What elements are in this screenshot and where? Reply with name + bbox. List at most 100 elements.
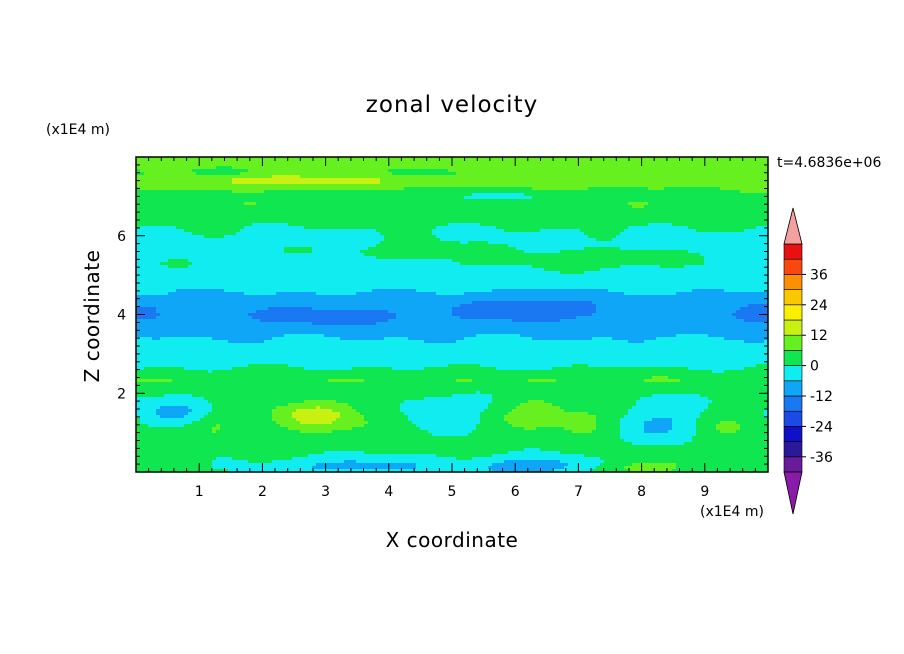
field-cell bbox=[372, 160, 377, 164]
field-cell bbox=[600, 175, 605, 179]
field-cell bbox=[144, 181, 149, 185]
field-cell bbox=[168, 184, 173, 188]
field-cell bbox=[700, 208, 705, 212]
field-cell bbox=[576, 235, 581, 239]
chart-title: zonal velocity bbox=[366, 92, 538, 118]
field-cell bbox=[656, 184, 661, 188]
field-cell bbox=[200, 172, 205, 176]
field-cell bbox=[136, 157, 141, 161]
field-cell bbox=[424, 202, 429, 206]
field-cell bbox=[472, 247, 477, 251]
field-cell bbox=[148, 163, 153, 167]
field-cell bbox=[392, 166, 397, 170]
field-cell bbox=[140, 184, 145, 188]
field-cell bbox=[620, 238, 625, 242]
field-cell bbox=[532, 226, 537, 230]
field-cell bbox=[496, 247, 501, 251]
field-cell bbox=[516, 217, 521, 221]
field-cell bbox=[148, 226, 153, 230]
field-cell bbox=[372, 238, 377, 242]
field-cell bbox=[528, 196, 533, 200]
field-cell bbox=[240, 166, 245, 170]
field-cell bbox=[364, 223, 369, 227]
field-cell bbox=[672, 202, 677, 206]
field-cell bbox=[512, 184, 517, 188]
field-cell bbox=[204, 232, 209, 236]
field-cell bbox=[652, 226, 657, 230]
field-cell bbox=[156, 172, 161, 176]
field-cell bbox=[416, 241, 421, 245]
field-cell bbox=[608, 190, 613, 194]
field-cell bbox=[284, 160, 289, 164]
field-cell bbox=[608, 169, 613, 173]
field-cell bbox=[164, 181, 169, 185]
field-cell bbox=[612, 214, 617, 218]
field-cell bbox=[676, 217, 681, 221]
field-cell bbox=[284, 202, 289, 206]
field-cell bbox=[276, 169, 281, 173]
field-cell bbox=[692, 187, 697, 191]
field-cell bbox=[180, 211, 185, 215]
field-cell bbox=[628, 244, 633, 248]
field-cell bbox=[740, 235, 745, 239]
field-cell bbox=[476, 178, 481, 182]
field-cell bbox=[660, 166, 665, 170]
field-cell bbox=[524, 166, 529, 170]
field-cell bbox=[608, 232, 613, 236]
field-cell bbox=[608, 247, 613, 251]
field-cell bbox=[164, 238, 169, 242]
field-cell bbox=[560, 214, 565, 218]
field-cell bbox=[200, 214, 205, 218]
field-cell bbox=[540, 157, 545, 161]
field-cell bbox=[544, 187, 549, 191]
field-cell bbox=[332, 187, 337, 191]
field-cell bbox=[560, 178, 565, 182]
field-cell bbox=[668, 208, 673, 212]
field-cell bbox=[260, 247, 265, 251]
field-cell bbox=[388, 184, 393, 188]
field-cell bbox=[348, 169, 353, 173]
field-cell bbox=[652, 193, 657, 197]
field-cell bbox=[568, 157, 573, 161]
field-cell bbox=[488, 247, 493, 251]
field-cell bbox=[396, 226, 401, 230]
field-cell bbox=[724, 202, 729, 206]
field-cell bbox=[188, 232, 193, 236]
field-cell bbox=[480, 217, 485, 221]
field-cell bbox=[632, 199, 637, 203]
field-cell bbox=[520, 160, 525, 164]
field-cell bbox=[688, 205, 693, 209]
field-cell bbox=[740, 211, 745, 215]
field-cell bbox=[160, 196, 165, 200]
field-cell bbox=[380, 187, 385, 191]
field-cell bbox=[412, 193, 417, 197]
field-cell bbox=[432, 160, 437, 164]
field-cell bbox=[240, 250, 245, 254]
field-cell bbox=[592, 181, 597, 185]
field-cell bbox=[204, 208, 209, 212]
field-cell bbox=[180, 223, 185, 227]
field-cell bbox=[428, 226, 433, 230]
field-cell bbox=[296, 244, 301, 248]
field-cell bbox=[684, 160, 689, 164]
field-cell bbox=[524, 163, 529, 167]
field-cell bbox=[268, 169, 273, 173]
field-cell bbox=[588, 247, 593, 251]
field-cell bbox=[212, 205, 217, 209]
field-cell bbox=[496, 220, 501, 224]
field-cell bbox=[552, 187, 557, 191]
field-cell bbox=[524, 178, 529, 182]
field-cell bbox=[196, 211, 201, 215]
field-cell bbox=[544, 163, 549, 167]
field-cell bbox=[192, 214, 197, 218]
field-cell bbox=[540, 193, 545, 197]
field-cell bbox=[196, 226, 201, 230]
field-cell bbox=[616, 166, 621, 170]
field-cell bbox=[140, 235, 145, 239]
field-cell bbox=[204, 220, 209, 224]
field-cell bbox=[504, 184, 509, 188]
field-cell bbox=[528, 157, 533, 161]
field-cell bbox=[312, 250, 317, 254]
field-cell bbox=[608, 166, 613, 170]
field-cell bbox=[376, 178, 381, 182]
